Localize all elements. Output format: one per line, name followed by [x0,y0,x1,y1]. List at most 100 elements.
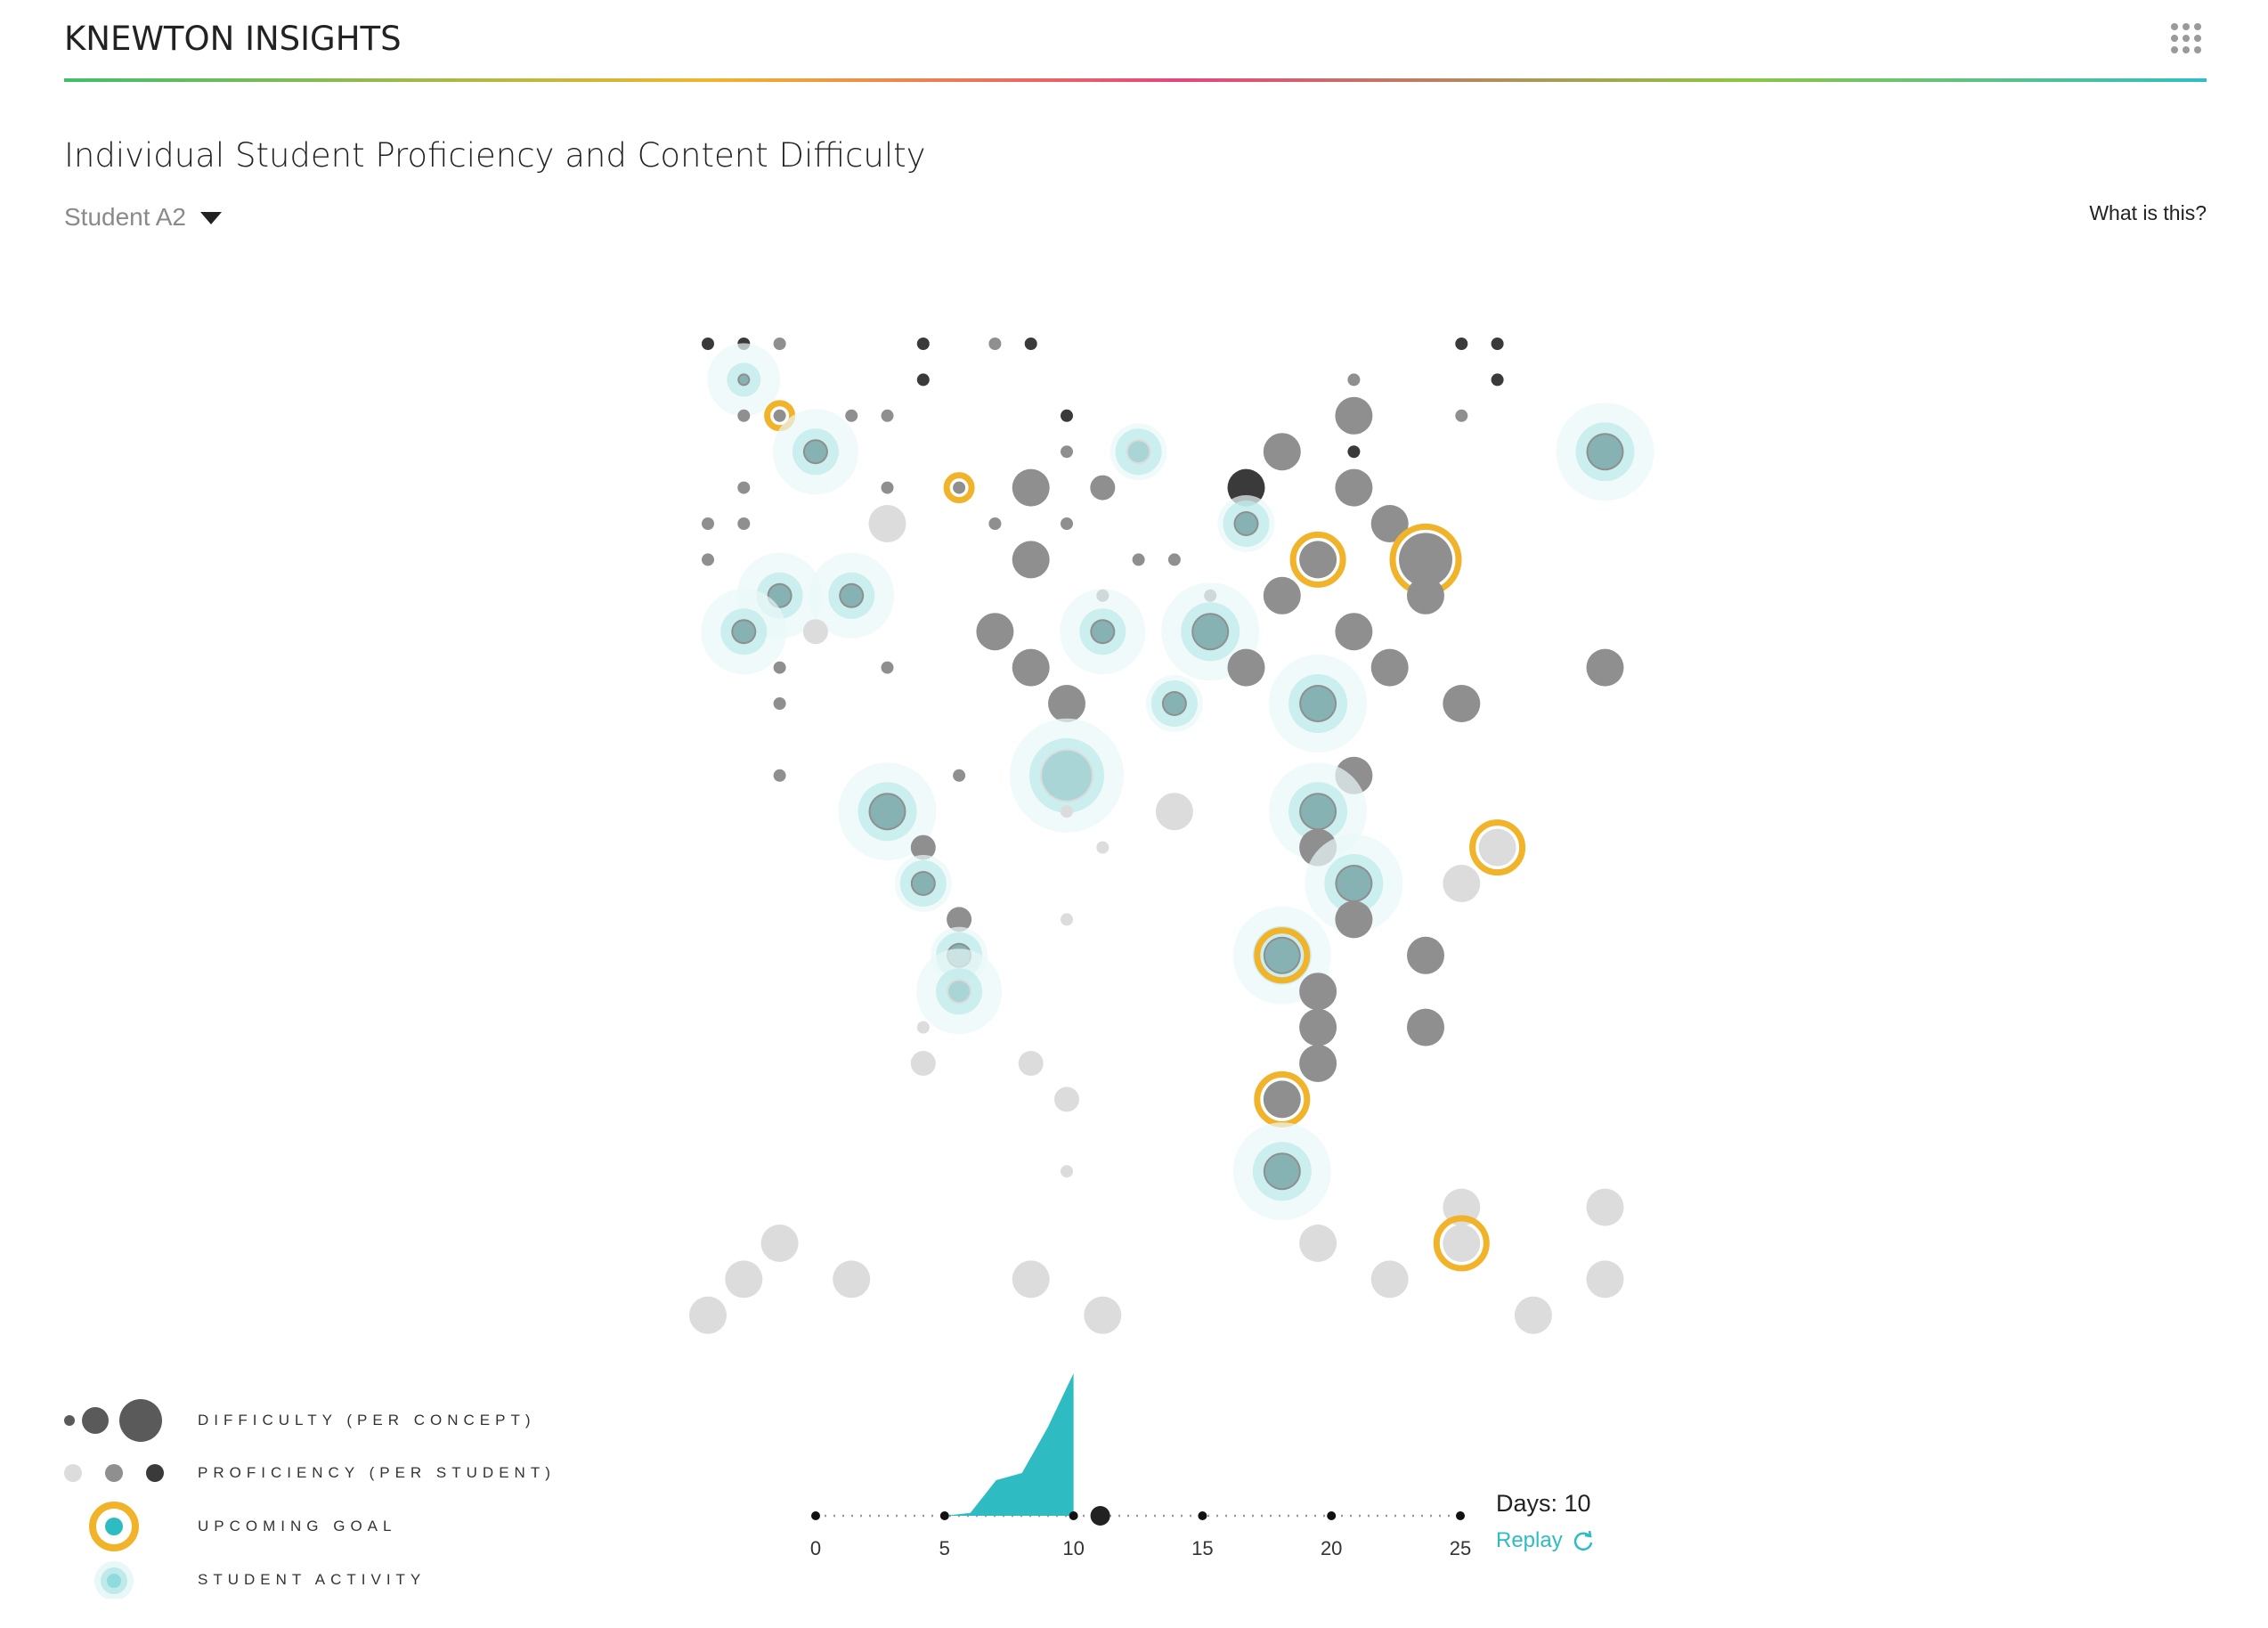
concept-node [1299,1008,1337,1046]
days-readout: Days: 10 [1496,1490,1591,1517]
concept-node [916,338,930,350]
concept-node [1061,805,1073,818]
concept-node [1263,1080,1301,1119]
timeline-tick-dot [1069,1511,1078,1520]
concept-node [725,1260,763,1298]
concept-node [1455,409,1468,422]
concept-node [1155,793,1193,831]
concept-node [773,338,786,350]
concept-node [1227,648,1265,687]
timeline-tick-label: 25 [1449,1537,1472,1559]
concept-node [1299,1045,1337,1082]
proficiency-mid-icon [105,1464,123,1482]
concept-node [1586,648,1624,687]
timeline-tick-dot [939,1511,949,1520]
concept-node [1399,533,1452,587]
concept-node [1024,338,1037,350]
concept-node [1061,409,1073,422]
page-title: Individual Student Proficiency and Conte… [64,136,926,175]
concept-node [1347,373,1361,387]
activity-node [1301,794,1336,829]
concept-node [1478,828,1516,867]
concept-node [1443,1225,1481,1262]
concept-node [1012,1260,1050,1298]
concept-node [1263,576,1301,615]
difficulty-small-icon [64,1415,75,1426]
concept-node [1096,841,1110,854]
what-is-this-link[interactable]: What is this? [2089,201,2207,224]
activity-node [1092,621,1114,643]
legend-difficulty-label: DIFFICULTY (PER CONCEPT) [198,1412,536,1429]
concept-node [1370,648,1409,687]
timeline-tick-dot [1198,1511,1207,1520]
concept-node [1061,517,1073,530]
student-activity-icon [107,1574,121,1588]
concept-node [1018,1051,1044,1076]
header-divider [64,78,2207,82]
activity-node [1235,513,1257,534]
activity-node [870,794,905,829]
student-dropdown[interactable]: Student A2 [64,203,223,232]
proficiency-low-icon [64,1464,82,1482]
concept-node [737,481,751,494]
concept-node [702,338,714,350]
activity-node [948,981,971,1003]
timeline-tick-label: 0 [809,1537,822,1559]
activity-node [1337,867,1371,900]
concept-node [1132,553,1145,566]
activity-node [841,584,863,606]
concept-node [1299,1225,1337,1262]
concept-node [773,409,786,422]
activity-node [912,873,934,894]
apps-grid-icon[interactable] [2171,23,2201,53]
concept-node [1370,505,1409,542]
concept-node [976,613,1014,651]
concept-node [737,409,751,422]
concept-node [1491,338,1504,350]
concept-node [760,1225,799,1262]
concept-node [1370,1260,1409,1298]
replay-button[interactable]: Replay [1496,1528,1595,1553]
difficulty-large-icon [119,1399,162,1442]
concept-node [1299,973,1337,1011]
concept-node [1335,396,1373,435]
concept-node [773,661,786,674]
concept-node [1407,936,1444,974]
activity-node [1042,750,1092,801]
concept-node [773,769,786,782]
concept-node [1443,685,1481,722]
concept-node [702,553,714,566]
replay-label: Replay [1496,1528,1563,1552]
concept-node [1061,1165,1073,1178]
proficiency-high-icon [146,1464,164,1482]
concept-node [910,834,936,860]
concept-node [845,409,858,422]
concept-node [1012,541,1050,579]
concept-node [702,517,714,530]
concept-node [689,1296,727,1334]
concept-node [1090,475,1116,501]
concept-node [916,1021,930,1034]
concept-node [881,661,894,674]
timeline-playhead-handle[interactable] [1090,1506,1110,1526]
activity-node [768,584,791,606]
upcoming-goal-ring [1289,531,1346,588]
concept-node [1491,373,1504,387]
activity-node [1193,615,1228,649]
concept-node [916,373,930,387]
concept-node [868,505,906,542]
replay-icon [1573,1530,1592,1551]
concept-node [1061,445,1073,459]
student-dropdown-label: Student A2 [64,203,187,231]
activity-node [739,375,749,385]
concept-node [881,481,894,494]
activity-node [804,441,826,463]
activity-node [1264,1154,1299,1189]
concept-node [953,481,966,494]
concept-node [1335,900,1373,939]
concept-node [1443,865,1481,902]
timeline-tick-label: 20 [1320,1537,1343,1559]
timeline-tick-label: 10 [1062,1537,1085,1559]
